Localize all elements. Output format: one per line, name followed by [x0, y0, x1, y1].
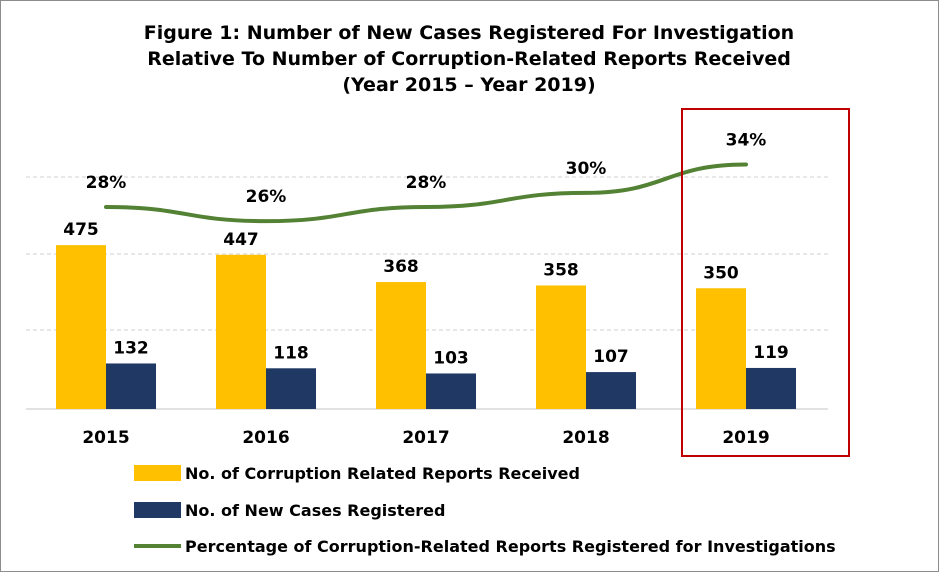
- line-label-2017: 28%: [406, 173, 447, 193]
- bar-reports-2016: [216, 254, 266, 409]
- chart-title: Figure 1: Number of New Cases Registered…: [144, 22, 794, 96]
- chart-title-line-3: (Year 2015 – Year 2019): [342, 74, 595, 96]
- bar-reports-2015: [56, 245, 106, 409]
- gridlines: [26, 176, 828, 331]
- legend: No. of Corruption Related Reports Receiv…: [134, 464, 836, 556]
- x-tick-label-2017: 2017: [402, 428, 449, 448]
- line-label-2019: 34%: [726, 131, 767, 151]
- bar-label-reports-2018: 358: [543, 260, 579, 280]
- bar-reports-2017: [376, 282, 426, 409]
- bar-label-cases-2016: 118: [273, 343, 309, 363]
- bar-cases-2015: [106, 363, 156, 409]
- bar-label-reports-2015: 475: [63, 220, 99, 240]
- x-tick-label-2018: 2018: [562, 428, 609, 448]
- x-tick-label-2019: 2019: [722, 428, 769, 448]
- bar-reports-2018: [536, 285, 586, 409]
- legend-cases-swatch: [134, 502, 181, 518]
- bar-series: [56, 245, 796, 409]
- bar-label-reports-2019: 350: [703, 263, 739, 283]
- chart-title-line-1: Figure 1: Number of New Cases Registered…: [144, 22, 794, 44]
- bar-cases-2017: [426, 373, 476, 409]
- bar-label-reports-2016: 447: [223, 230, 259, 250]
- line-label-2015: 28%: [86, 173, 127, 193]
- bar-reports-2019: [696, 288, 746, 409]
- bar-cases-2019: [746, 367, 796, 409]
- x-tick-label-2015: 2015: [82, 428, 129, 448]
- bar-cases-2016: [266, 368, 316, 409]
- bar-label-reports-2017: 368: [383, 257, 419, 277]
- bar-label-cases-2018: 107: [593, 347, 629, 367]
- x-tick-label-2016: 2016: [242, 428, 289, 448]
- line-label-2016: 26%: [246, 187, 287, 207]
- bar-label-cases-2019: 119: [753, 343, 789, 363]
- line-label-2018: 30%: [566, 159, 607, 179]
- bar-label-cases-2017: 103: [433, 348, 469, 368]
- x-axis-tick-labels: 2015 2016 2017 2018 2019: [82, 428, 769, 448]
- legend-cases-label: No. of New Cases Registered: [185, 501, 445, 520]
- legend-percentage-label: Percentage of Corruption-Related Reports…: [185, 537, 836, 556]
- bar-data-labels: 475 132 447 118 368 103 358 107 350 119: [63, 220, 789, 368]
- percentage-line: [104, 162, 748, 224]
- legend-reports-swatch: [134, 465, 181, 481]
- legend-reports-label: No. of Corruption Related Reports Receiv…: [185, 464, 580, 483]
- percentage-line-series: [104, 162, 748, 224]
- percentage-data-labels: 28% 26% 28% 30% 34%: [86, 131, 767, 208]
- highlight-box-2019: [681, 108, 850, 457]
- bar-label-cases-2015: 132: [113, 338, 149, 358]
- chart-title-line-2: Relative To Number of Corruption-Related…: [147, 48, 791, 70]
- bar-cases-2018: [586, 372, 636, 409]
